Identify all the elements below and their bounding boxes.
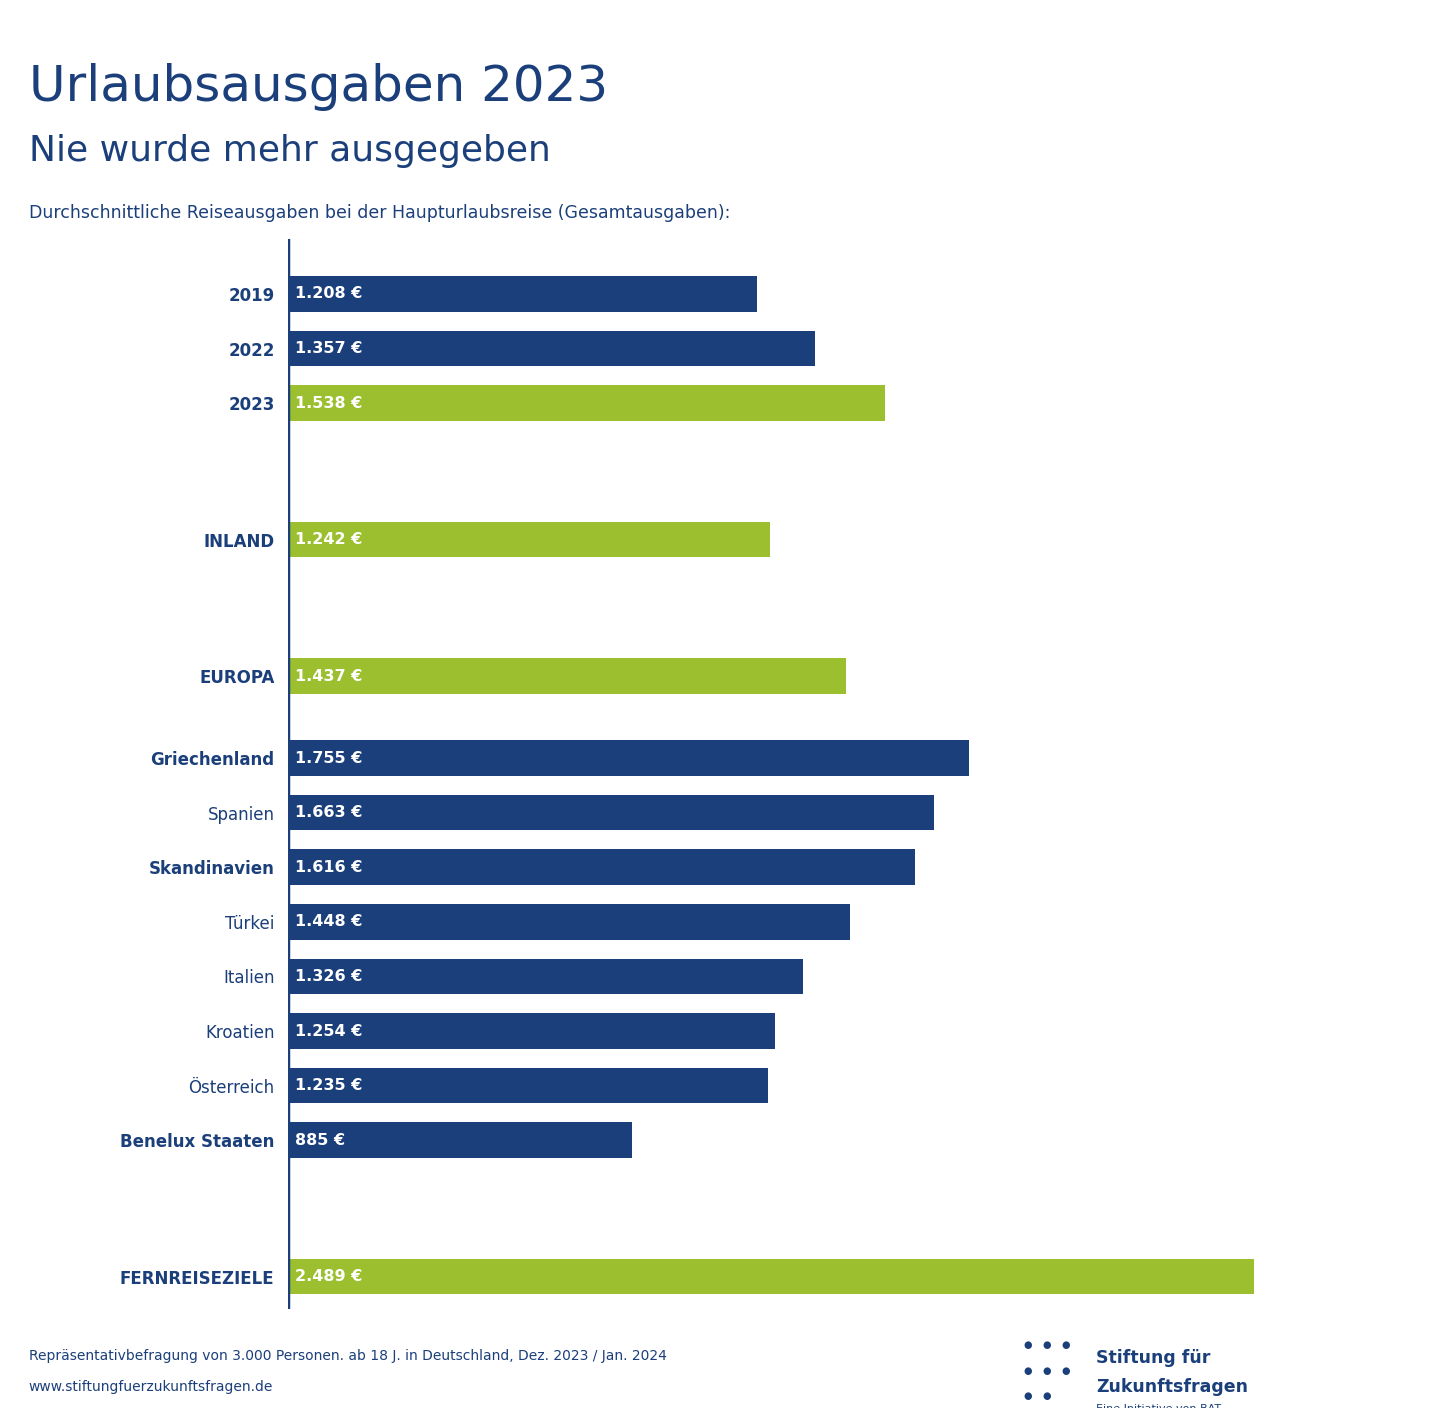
Text: 2.489 €: 2.489 € [296, 1269, 363, 1284]
Text: Urlaubsausgaben 2023: Urlaubsausgaben 2023 [29, 63, 609, 111]
Bar [288, 1067, 767, 1104]
Bar [288, 849, 916, 886]
Text: 1.448 €: 1.448 € [296, 914, 363, 929]
Bar [288, 959, 803, 994]
Bar [288, 796, 933, 831]
Text: ●: ● [1024, 1366, 1032, 1376]
Text: ●: ● [1043, 1340, 1051, 1350]
Text: Stiftung für: Stiftung für [1096, 1349, 1210, 1367]
Bar [288, 741, 969, 776]
Text: Zukunftsfragen: Zukunftsfragen [1096, 1378, 1247, 1397]
Text: 1.437 €: 1.437 € [296, 669, 363, 684]
Text: Nie wurde mehr ausgegeben: Nie wurde mehr ausgegeben [29, 134, 551, 168]
Text: 1.326 €: 1.326 € [296, 969, 363, 984]
Text: www.stiftungfuerzukunftsfragen.de: www.stiftungfuerzukunftsfragen.de [29, 1380, 273, 1394]
Bar [288, 331, 815, 366]
Bar [288, 386, 885, 421]
Text: 1.616 €: 1.616 € [296, 860, 363, 874]
Bar [288, 904, 851, 939]
Text: ●: ● [1061, 1366, 1070, 1376]
Text: Repräsentativbefragung von 3.000 Personen. ab 18 J. in Deutschland, Dez. 2023 / : Repräsentativbefragung von 3.000 Persone… [29, 1349, 666, 1363]
Text: ●: ● [1024, 1391, 1032, 1401]
Text: Eine Initiative von BAT: Eine Initiative von BAT [1096, 1404, 1221, 1408]
Text: 1.235 €: 1.235 € [296, 1079, 363, 1093]
Text: 1.242 €: 1.242 € [296, 532, 363, 548]
Text: ●: ● [1043, 1391, 1051, 1401]
Text: ●: ● [1061, 1340, 1070, 1350]
Text: 1.663 €: 1.663 € [296, 805, 363, 819]
Text: 885 €: 885 € [296, 1132, 346, 1148]
Text: ●: ● [1024, 1340, 1032, 1350]
Bar [288, 522, 770, 558]
Bar [288, 1014, 774, 1049]
Text: 1.254 €: 1.254 € [296, 1024, 363, 1039]
Bar [288, 276, 757, 311]
Text: 1.755 €: 1.755 € [296, 750, 363, 766]
Text: ●: ● [1043, 1366, 1051, 1376]
Text: Durchschnittliche Reiseausgaben bei der Haupturlaubsreise (Gesamtausgaben):: Durchschnittliche Reiseausgaben bei der … [29, 204, 730, 222]
Text: 1.357 €: 1.357 € [296, 341, 363, 356]
Bar [288, 1259, 1255, 1294]
Bar [288, 659, 846, 694]
Text: 1.208 €: 1.208 € [296, 286, 363, 301]
Bar [288, 1122, 632, 1157]
Text: 1.538 €: 1.538 € [296, 396, 363, 411]
